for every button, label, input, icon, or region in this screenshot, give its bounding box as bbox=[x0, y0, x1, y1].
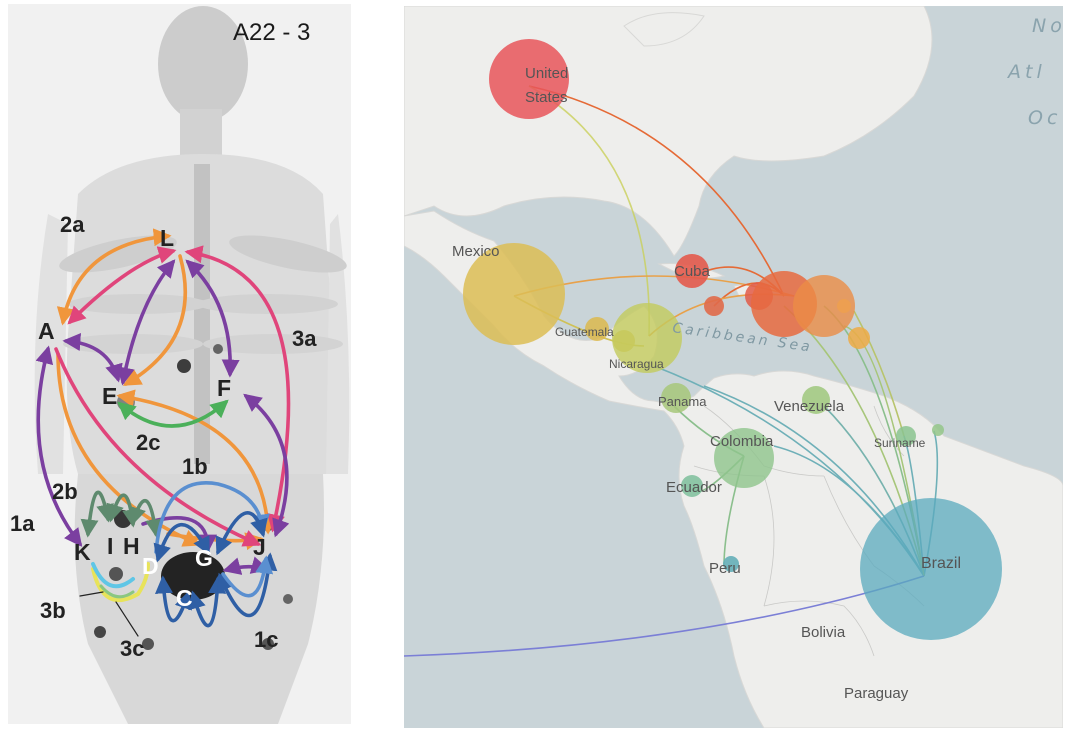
ocean-label-3: Oc bbox=[1028, 107, 1061, 129]
country-bubbles bbox=[463, 39, 1002, 640]
country-label-cuba: Cuba bbox=[674, 263, 711, 280]
country-label-panama: Panama bbox=[658, 394, 707, 409]
node-label-i: I bbox=[107, 533, 113, 559]
scan-id-label: A22 - 3 bbox=[233, 19, 310, 46]
bubble-guyana bbox=[932, 424, 944, 436]
route-label-2b: 2b bbox=[52, 479, 78, 504]
node-label-l: L bbox=[160, 225, 174, 251]
node-label-g: G bbox=[195, 545, 213, 571]
node-label-e: E bbox=[102, 383, 117, 409]
country-label-mexico: Mexico bbox=[452, 243, 500, 260]
bubble-colombia bbox=[714, 428, 774, 488]
bubble-caribbean-small bbox=[837, 299, 851, 313]
country-label-colombia: Colombia bbox=[710, 433, 774, 450]
bubble-caribbean bbox=[793, 275, 855, 337]
network-arrows bbox=[35, 228, 291, 637]
country-label-united-states-2: States bbox=[525, 89, 568, 106]
node-label-d: D bbox=[142, 553, 159, 579]
bone-scan-figure: A22 - 3 L A E F K I H D G C J 2a 3a 2c 1… bbox=[10, 6, 350, 724]
route-label-1b: 1b bbox=[182, 454, 208, 479]
ocean-label-2: Atl bbox=[1006, 61, 1046, 83]
bubble-mexico bbox=[463, 243, 565, 345]
node-label-c: C bbox=[176, 585, 193, 611]
bubble-guatemala bbox=[585, 317, 609, 341]
bubble-brazil bbox=[860, 498, 1002, 640]
route-label-2a: 2a bbox=[60, 212, 85, 237]
node-label-k: K bbox=[74, 539, 91, 565]
route-label-2c: 2c bbox=[136, 430, 160, 455]
route-label-1a: 1a bbox=[10, 511, 35, 536]
node-label-f: F bbox=[217, 375, 231, 401]
country-label-brazil: Brazil bbox=[921, 555, 961, 572]
country-label-guatemala: Guatemala bbox=[555, 325, 614, 339]
route-label-1c: 1c bbox=[254, 627, 278, 652]
flow-map-panel: No Atl Oc Caribbean Sea United States Me… bbox=[404, 6, 1063, 728]
node-label-h: H bbox=[123, 533, 140, 559]
country-label-paraguay: Paraguay bbox=[844, 685, 909, 702]
bubble-nicaragua bbox=[612, 303, 682, 373]
country-label-united-states-1: United bbox=[525, 65, 568, 82]
route-label-3b: 3b bbox=[40, 598, 66, 623]
country-label-peru: Peru bbox=[709, 560, 741, 577]
bubble-cuba bbox=[675, 254, 709, 288]
node-label-a: A bbox=[38, 318, 55, 344]
bubble-united-states bbox=[489, 39, 569, 119]
route-label-3a: 3a bbox=[292, 326, 317, 351]
bubble-suriname bbox=[896, 426, 916, 446]
bubble-venezuela bbox=[802, 386, 830, 414]
bubble-haiti bbox=[704, 296, 724, 316]
ocean-label-1: No bbox=[1032, 15, 1063, 37]
bubble-trinidad bbox=[848, 327, 870, 349]
country-label-bolivia: Bolivia bbox=[801, 624, 846, 641]
bone-scan-panel: A22 - 3 L A E F K I H D G C J 2a 3a 2c 1… bbox=[8, 4, 351, 724]
country-label-venezuela: Venezuela bbox=[774, 398, 845, 415]
country-label-nicaragua: Nicaragua bbox=[609, 357, 664, 371]
country-label-ecuador: Ecuador bbox=[666, 479, 722, 496]
bubble-panama bbox=[661, 383, 691, 413]
bubble-peru bbox=[723, 556, 739, 572]
country-label-suriname: Suriname bbox=[874, 436, 926, 450]
flow-map: No Atl Oc Caribbean Sea United States Me… bbox=[404, 6, 1063, 728]
body-silhouette bbox=[34, 6, 350, 724]
route-label-3c: 3c bbox=[120, 636, 144, 661]
bubble-ecuador bbox=[681, 475, 703, 497]
node-label-j: J bbox=[253, 534, 266, 560]
